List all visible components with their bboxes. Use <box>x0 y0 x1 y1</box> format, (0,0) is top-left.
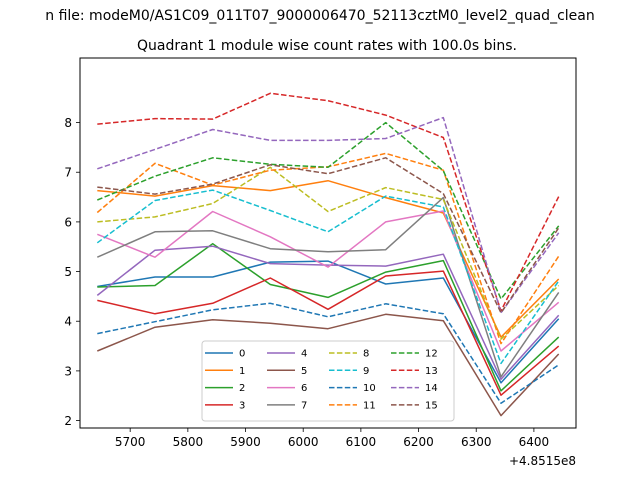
series-line-14 <box>97 116 560 314</box>
plot-lines <box>96 92 560 417</box>
legend-label-3: 3 <box>239 400 245 411</box>
series-line-2 <box>97 242 560 392</box>
legend-label-1: 1 <box>239 366 245 377</box>
plot-frame <box>79 57 577 429</box>
x-tick-label: 6000 <box>288 435 319 449</box>
legend-label-12: 12 <box>425 349 438 360</box>
legend-label-5: 5 <box>301 366 307 377</box>
x-axis: 5700 5800 5900 6000 6100 6200 6300 6400 <box>115 428 549 449</box>
series-line-12 <box>97 121 560 300</box>
legend-label-14: 14 <box>425 383 438 394</box>
y-tick-label: 8 <box>64 116 72 130</box>
y-tick-label: 5 <box>64 265 72 279</box>
y-tick-label: 3 <box>64 364 72 378</box>
x-tick-label: 5800 <box>173 435 204 449</box>
x-tick-label: 5700 <box>115 435 146 449</box>
series-line-1 <box>97 179 560 338</box>
y-tick-label: 7 <box>64 166 72 180</box>
series-line-7 <box>96 196 560 378</box>
chart-suptitle: n file: modeM0/AS1C09_011T07_9000006470_… <box>45 8 594 24</box>
x-tick-label: 6100 <box>346 435 377 449</box>
legend-label-9: 9 <box>363 366 369 377</box>
series-line-4 <box>96 245 560 381</box>
legend-label-4: 4 <box>301 349 307 360</box>
legend-box <box>201 340 455 422</box>
legend-label-0: 0 <box>239 349 245 360</box>
x-tick-label: 6300 <box>461 435 492 449</box>
series-line-10 <box>97 302 560 404</box>
legend-label-11: 11 <box>363 400 376 411</box>
series-line-5 <box>97 313 560 417</box>
x-tick-label: 6400 <box>519 435 550 449</box>
legend-label-7: 7 <box>301 400 307 411</box>
y-tick-label: 6 <box>64 215 72 229</box>
series-line-9 <box>96 189 560 365</box>
legend-label-15: 15 <box>425 400 438 411</box>
x-axis-offset-label: +4.8515e8 <box>509 454 576 468</box>
series-line-15 <box>97 157 560 314</box>
legend-label-13: 13 <box>425 366 438 377</box>
series-line-3 <box>97 270 560 396</box>
y-tick-label: 4 <box>64 315 72 329</box>
series-line-8 <box>97 166 560 340</box>
y-axis: 2 3 4 5 6 7 8 <box>64 116 80 428</box>
series-line-13 <box>97 92 560 312</box>
chart-title: Quadrant 1 module wise count rates with … <box>137 38 517 54</box>
legend-label-10: 10 <box>363 383 376 394</box>
x-tick-label: 6200 <box>403 435 434 449</box>
legend-label-6: 6 <box>301 383 307 394</box>
legend-label-2: 2 <box>239 383 245 394</box>
y-tick-label: 2 <box>64 414 72 428</box>
series-line-6 <box>97 210 560 352</box>
legend-label-8: 8 <box>363 349 369 360</box>
x-tick-label: 5900 <box>230 435 261 449</box>
